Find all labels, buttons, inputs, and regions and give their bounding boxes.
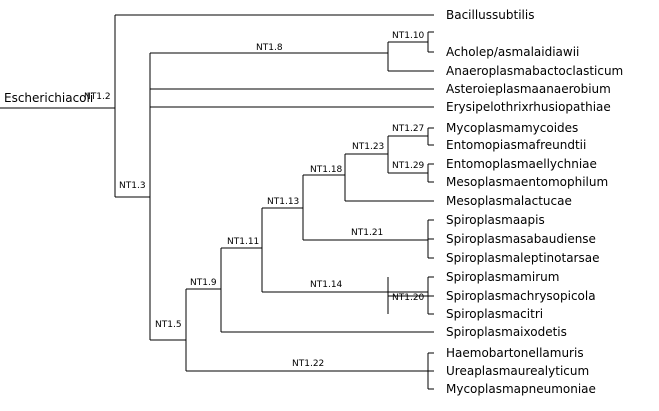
leaf-label: Asteroieplasmaanaerobium: [446, 82, 611, 96]
node-label-nt113: NT1.13: [267, 197, 299, 207]
node-label-nt110: NT1.10: [392, 31, 425, 41]
node-label-nt123: NT1.23: [352, 142, 384, 152]
node-label-nt114: NT1.14: [310, 280, 343, 290]
leaf-label: Haemobartonellamuris: [446, 346, 584, 360]
node-label-nt118: NT1.18: [310, 165, 343, 175]
node-label-nt18: NT1.8: [256, 43, 283, 53]
leaf-label: Ureaplasmaurealyticum: [446, 364, 589, 378]
leaf-label: Spiroplasmaleptinotarsae: [446, 251, 599, 265]
leaf-label: Acholep/asmalaidiawii: [446, 45, 579, 59]
node-label-nt129: NT1.29: [392, 161, 425, 171]
tree-edges: [0, 14, 434, 390]
node-label-nt15: NT1.5: [155, 320, 182, 330]
leaf-label: Mycoplasmamycoides: [446, 121, 578, 135]
leaf-label: Bacillussubtilis: [446, 8, 534, 22]
leaf-label: Mycoplasmapneumoniae: [446, 382, 596, 396]
leaf-label: Anaeroplasmabactoclasticum: [446, 64, 623, 78]
node-label-nt12: NT1.2: [84, 92, 111, 102]
leaf-label: Spiroplasmacitri: [446, 307, 543, 321]
leaf-label: Spiroplasmasabaudiense: [446, 232, 596, 246]
root-label: Escherichiacoli: [4, 91, 93, 105]
leaf-label: Spiroplasmaapis: [446, 213, 545, 227]
leaf-label: Spiroplasmachrysopicola: [446, 289, 596, 303]
leaf-label: Spiroplasmaixodetis: [446, 325, 567, 339]
leaf-label: Mesoplasmaentomophilum: [446, 175, 608, 189]
node-label-nt13: NT1.3: [119, 181, 146, 191]
node-label-nt120: NT1.20: [392, 293, 425, 303]
leaf-label: Erysipelothrixrhusiopathiae: [446, 100, 611, 114]
node-label-nt122: NT1.22: [292, 359, 324, 369]
node-label-nt19: NT1.9: [190, 278, 217, 288]
node-label-nt121: NT1.21: [351, 228, 383, 238]
leaf-label: Entomopiasmafreundtii: [446, 138, 586, 152]
node-labels: NT1.2 NT1.3 NT1.8 NT1.10 NT1.5 NT1.9 NT1…: [84, 31, 425, 369]
leaf-label: Entomoplasmaellychniae: [446, 157, 597, 171]
node-label-nt111: NT1.11: [227, 237, 259, 247]
node-label-nt127: NT1.27: [392, 124, 424, 134]
leaf-labels: Bacillussubtilis Acholep/asmalaidiawii A…: [446, 8, 623, 396]
leaf-label: Spiroplasmamirum: [446, 270, 559, 284]
leaf-label: Mesoplasmalactucae: [446, 194, 572, 208]
